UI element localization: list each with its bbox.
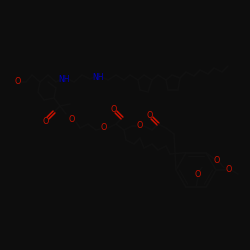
Text: NH: NH — [58, 74, 70, 84]
Text: O: O — [101, 124, 107, 132]
Text: O: O — [69, 116, 75, 124]
Text: O: O — [111, 106, 117, 114]
Text: O: O — [43, 118, 49, 126]
Text: O: O — [147, 112, 153, 120]
Text: O: O — [15, 78, 21, 86]
Text: NH: NH — [92, 72, 104, 82]
Text: O: O — [214, 156, 220, 165]
Text: O: O — [137, 122, 143, 130]
Text: O: O — [226, 166, 232, 174]
Text: O: O — [195, 170, 201, 179]
